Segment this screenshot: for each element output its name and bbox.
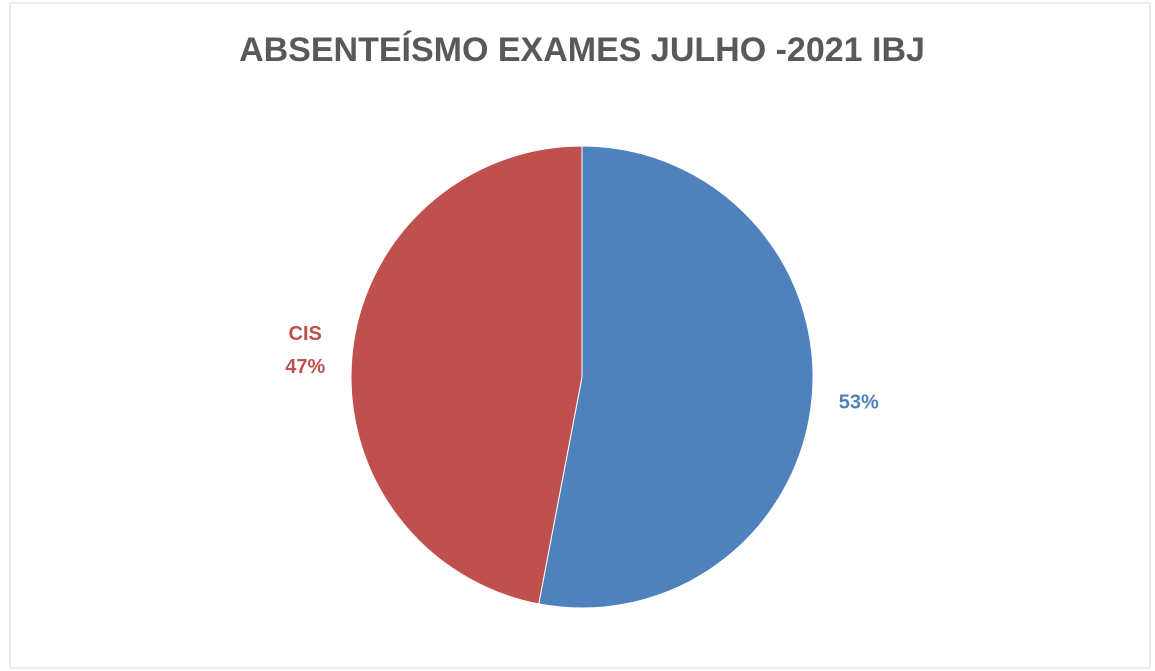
- pie-slice: [350, 145, 583, 605]
- slice-category-label: CIS: [289, 323, 322, 345]
- chart-title: ABSENTEÍSMO EXAMES JULHO -2021 IBJ: [239, 31, 925, 69]
- pie-slice: [538, 145, 814, 609]
- slice-value-label: 53%: [839, 391, 879, 413]
- chart-border: [9, 2, 1151, 669]
- slice-value-label: 47%: [285, 356, 325, 378]
